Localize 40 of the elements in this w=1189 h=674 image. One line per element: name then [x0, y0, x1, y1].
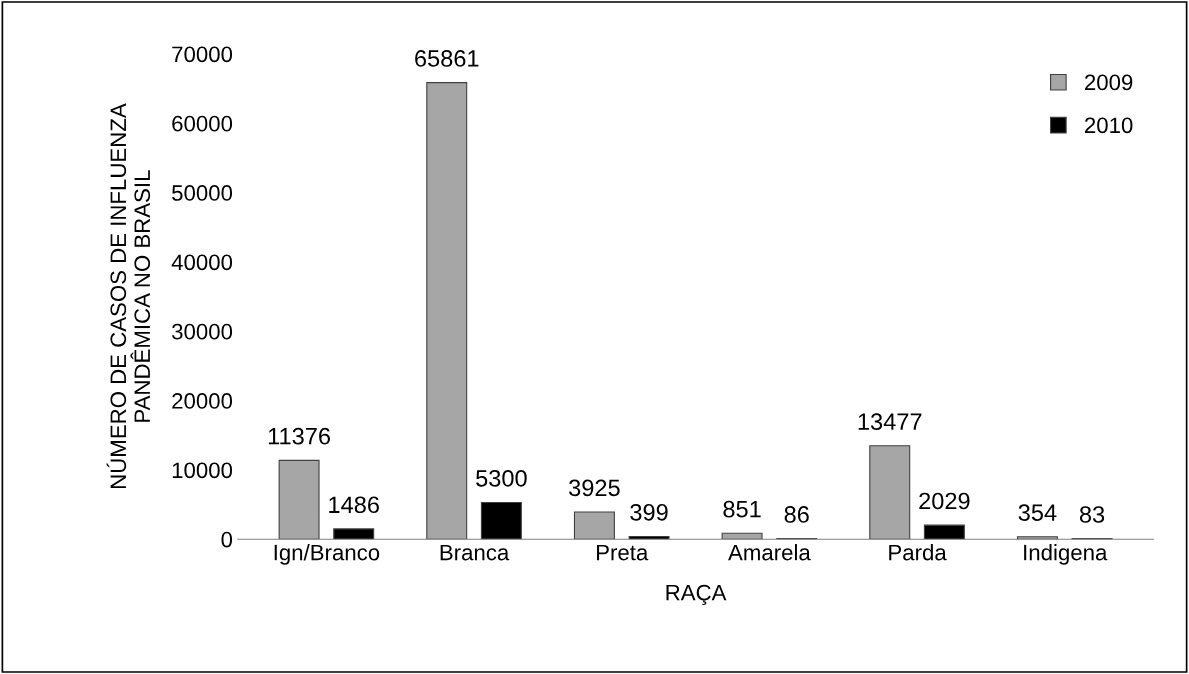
y-axis-title: NÚMERO DE CASOS DE INFLUENZA PANDÊMICA NO BRASIL [106, 103, 151, 488]
y-tick-label: 40000 [171, 254, 233, 271]
bar [628, 535, 670, 540]
data-label: 86 [784, 506, 809, 523]
data-label: 65861 [415, 50, 479, 67]
y-tick-label: 30000 [172, 323, 233, 340]
x-tick-label: Branca [440, 544, 510, 561]
x-axis-title: RAÇA [666, 584, 727, 605]
bar [721, 532, 763, 540]
data-label: 2029 [919, 492, 970, 510]
legend-label: 2009 [1085, 74, 1133, 91]
data-label: 399 [630, 503, 668, 521]
y-tick-label: 70000 [172, 46, 233, 63]
x-tick-label: Parda [889, 544, 947, 561]
bar [573, 511, 615, 540]
data-label: 354 [1018, 504, 1057, 521]
data-label: 13477 [858, 413, 922, 430]
x-tick-label: Indigena [1024, 544, 1108, 565]
data-label: 3925 [569, 479, 620, 497]
bar [426, 82, 468, 540]
y-tick-label: 10000 [172, 462, 233, 479]
x-tick-label: Amarela [728, 544, 811, 561]
data-label: 1486 [329, 496, 379, 514]
legend-label: 2010 [1085, 117, 1133, 134]
y-tick-label: 20000 [172, 393, 233, 409]
data-label: 83 [1079, 506, 1105, 523]
x-tick-label: Preta [597, 544, 649, 561]
bar [333, 528, 375, 540]
data-label: 5300 [476, 469, 527, 487]
y-tick-label: 0 [221, 531, 233, 548]
y-tick-label: 60000 [172, 115, 233, 132]
x-tick-label: Ign/Branco [274, 544, 380, 565]
bar [923, 524, 965, 540]
bar [869, 445, 911, 540]
y-tick-label: 50000 [172, 185, 233, 201]
bar [1016, 536, 1058, 540]
data-label: 851 [723, 500, 761, 518]
data-label: 11376 [268, 427, 330, 445]
bar [278, 459, 320, 540]
bar [480, 501, 522, 540]
